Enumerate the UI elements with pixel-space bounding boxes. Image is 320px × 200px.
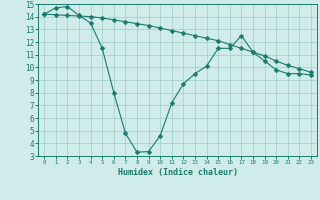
X-axis label: Humidex (Indice chaleur): Humidex (Indice chaleur) bbox=[118, 168, 238, 177]
